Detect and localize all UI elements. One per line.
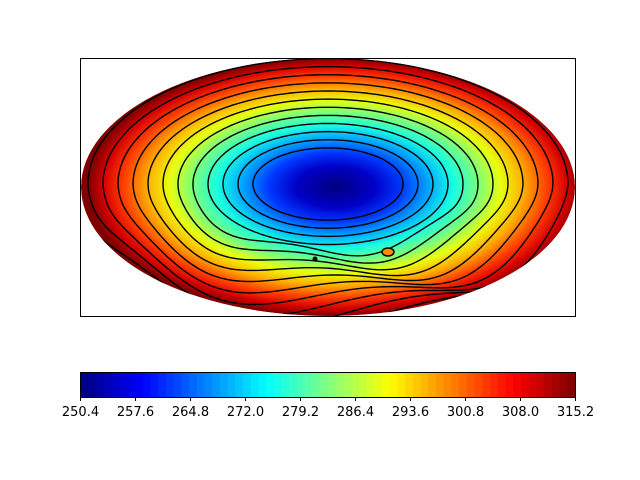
colorbar-cell xyxy=(281,373,291,397)
colorbar-cell xyxy=(142,373,152,397)
colorbar-cell xyxy=(490,373,499,397)
colorbar-cell xyxy=(513,373,522,397)
colorbar-cell xyxy=(443,373,453,397)
colorbar-cell xyxy=(165,373,175,397)
colorbar-cell xyxy=(389,373,399,397)
colorbar-cell xyxy=(412,373,422,397)
colorbar-cell xyxy=(559,373,568,397)
colorbar-cell xyxy=(243,373,252,397)
colorbar-cell xyxy=(96,373,105,397)
colorbar-cell xyxy=(351,373,360,397)
colorbar-cell xyxy=(551,373,561,397)
colorbar-tick-label: 315.2 xyxy=(557,405,594,420)
colorbar-cell xyxy=(258,373,267,397)
colorbar-frame xyxy=(80,372,576,398)
colorbar-cell xyxy=(196,373,206,397)
colorbar-cell xyxy=(227,373,236,397)
colorbar-cell xyxy=(235,373,244,397)
colorbar-cell xyxy=(297,373,306,397)
colorbar-tick-label: 257.6 xyxy=(117,405,154,420)
vortex-spot-right xyxy=(381,247,395,257)
colorbar-cell xyxy=(343,373,352,397)
colorbar-tick-label: 293.6 xyxy=(392,405,429,420)
colorbar-cell xyxy=(181,373,190,397)
contour-line xyxy=(102,65,554,306)
colorbar-cell xyxy=(474,373,483,397)
colorbar-cell xyxy=(81,373,90,397)
colorbar-cell xyxy=(405,373,414,397)
colorbar-cell xyxy=(127,373,136,397)
colorbar-cell xyxy=(173,373,182,397)
contour-line xyxy=(177,106,479,264)
colorbar-cell xyxy=(505,373,514,397)
colorbar-cell xyxy=(328,373,337,397)
colorbar-cell xyxy=(528,373,538,397)
contour-line xyxy=(192,114,464,257)
colorbar-cell xyxy=(219,373,229,397)
colorbar-cell xyxy=(459,373,468,397)
colorbar-tick-label: 279.2 xyxy=(282,405,319,420)
colorbar-cell xyxy=(482,373,491,397)
colorbar-cell xyxy=(544,373,553,397)
colorbar-tick-label: 286.4 xyxy=(337,405,374,420)
colorbar-cell xyxy=(150,373,159,397)
contour-line xyxy=(237,139,419,230)
vortex-spot-left xyxy=(312,256,318,262)
colorbar-cell xyxy=(436,373,445,397)
colorbar-tick-label: 300.8 xyxy=(447,405,484,420)
colorbar-cell xyxy=(135,373,144,397)
colorbar-cell xyxy=(111,373,121,397)
colorbar-cell xyxy=(567,373,576,397)
contour-line xyxy=(207,122,449,246)
contour-line xyxy=(87,58,569,316)
colorbar-cell xyxy=(382,373,391,397)
colorbar-cell xyxy=(204,373,213,397)
colorbar-cell xyxy=(189,373,198,397)
colorbar-cells xyxy=(81,373,576,397)
contour-line xyxy=(147,90,509,277)
contour-line xyxy=(252,147,404,221)
colorbar-cell xyxy=(335,373,345,397)
colorbar-cell xyxy=(497,373,507,397)
contour-line xyxy=(117,74,539,294)
colorbar-cell xyxy=(88,373,98,397)
colorbar-cell xyxy=(536,373,545,397)
field-background xyxy=(81,58,575,316)
contour-line xyxy=(132,82,524,283)
colorbar-cell xyxy=(451,373,460,397)
colorbar-cell xyxy=(312,373,321,397)
colorbar-cell xyxy=(250,373,260,397)
contour-line xyxy=(162,98,494,271)
colorbar-tick-label: 308.0 xyxy=(502,405,539,420)
colorbar-cell xyxy=(466,373,476,397)
colorbar-cell xyxy=(273,373,283,397)
colorbar-tick-label: 250.4 xyxy=(62,405,99,420)
colorbar-cell xyxy=(104,373,113,397)
colorbar-tick-label: 272.0 xyxy=(227,405,264,420)
colorbar: 250.4 257.6 264.8 272.0 279.2 286.4 293.6 300.8… xyxy=(62,372,594,420)
colorbar-cell xyxy=(520,373,530,397)
colorbar-cell xyxy=(374,373,383,397)
contour-line xyxy=(222,130,434,238)
colorbar-tick-label: 264.8 xyxy=(172,405,209,420)
colorbar-cell xyxy=(158,373,167,397)
colorbar-ticks: 250.4 257.6 264.8 272.0 279.2 286.4 293.6 300.8… xyxy=(62,397,594,420)
colorbar-cell xyxy=(358,373,368,397)
colorbar-cell xyxy=(119,373,128,397)
colorbar-cell xyxy=(420,373,429,397)
colorbar-cell xyxy=(266,373,275,397)
colorbar-cell xyxy=(397,373,406,397)
colorbar-cell xyxy=(212,373,221,397)
colorbar-cell xyxy=(428,373,437,397)
colorbar-cell xyxy=(320,373,329,397)
map-field xyxy=(81,58,575,316)
colorbar-cell xyxy=(289,373,298,397)
colorbar-cell xyxy=(304,373,314,397)
colorbar-cell xyxy=(366,373,375,397)
